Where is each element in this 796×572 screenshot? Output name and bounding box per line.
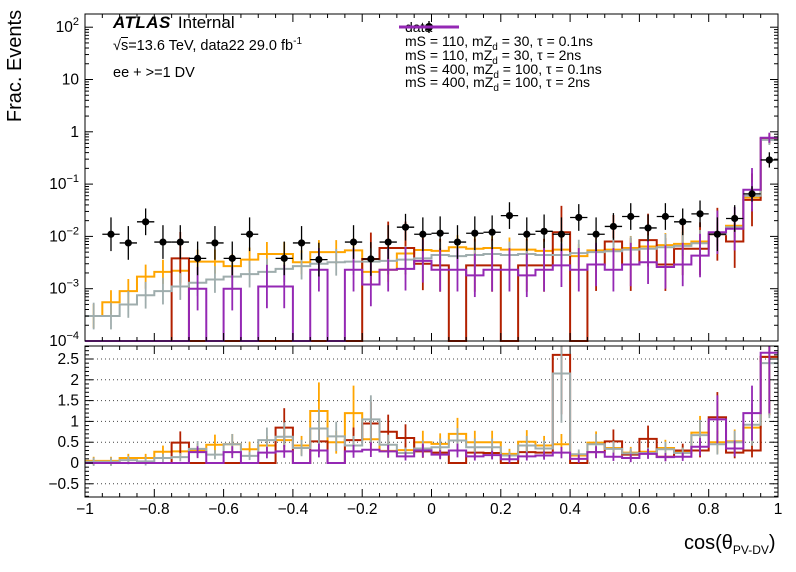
data-point: [748, 190, 756, 198]
legend-item-s400-100-01ns: mS = 400, mZd = 100, τ = 0.1ns: [397, 25, 602, 81]
ratio-hist-s110-30-01ns: [85, 355, 778, 462]
data-point: [523, 230, 531, 238]
legend-label: mS = 400, mZd = 100, τ = 0.1ns: [405, 60, 602, 81]
data-point: [540, 227, 548, 235]
data-point: [419, 230, 427, 238]
ratio-hist-s400-100-2ns: [85, 351, 778, 464]
data-point: [609, 222, 618, 231]
legend-label: mS = 110, mZd = 30, τ = 0.1ns: [405, 33, 593, 54]
data-point: [661, 212, 669, 221]
channel-label: ee + >=1 DV: [113, 65, 195, 81]
x-tick-label: 0.2: [490, 501, 512, 518]
data-point: [765, 156, 773, 164]
main-y-tick-label: 10−2: [49, 225, 79, 245]
data-point: [124, 239, 132, 247]
x-tick-label: 0.4: [559, 501, 581, 518]
ratio-y-tick-label: −0.5: [48, 476, 79, 493]
main-y-tick-label: 10−3: [49, 278, 79, 298]
legend-item-s110-30-01ns: mS = 110, mZd = 30, τ = 0.1ns: [397, 25, 602, 53]
data-point: [644, 224, 652, 232]
main-y-tick-label: 1: [70, 124, 79, 141]
data-point: [176, 238, 184, 246]
data-point: [505, 211, 514, 220]
data-point: [142, 218, 150, 226]
ratio-y-tick-label: 0: [70, 455, 79, 472]
legend-label: mS = 400, mZd = 100, τ = 2ns: [405, 74, 591, 95]
ratio-y-tick-label: 2.5: [57, 351, 79, 368]
x-axis-title: cos(θPV-DV): [684, 532, 776, 557]
x-tick-label: −0.4: [278, 501, 309, 518]
data-point: [713, 230, 721, 238]
main-y-tick-label: 102: [56, 16, 79, 36]
data-point: [575, 213, 583, 222]
hist-s400-100-2ns: [85, 136, 778, 342]
main-y-tick-label: 10−4: [49, 330, 79, 350]
line-sample: [399, 25, 459, 29]
data-point: [401, 223, 410, 231]
data-point: [315, 256, 323, 264]
data-point: [367, 255, 375, 263]
data-point: [488, 228, 496, 236]
plot-header: ATLAS Internal √s=13.6 TeV, data22 29.0 f…: [113, 13, 302, 81]
x-tick-label: 1: [774, 501, 783, 518]
data-point: [349, 238, 358, 246]
data-point: [731, 214, 739, 223]
x-tick-label: −0.8: [139, 501, 170, 518]
legend-item-s400-100-2ns: mS = 400, mZd = 100, τ = 2ns: [397, 25, 602, 95]
data-point: [194, 254, 202, 262]
main-y-tick-label: 10: [62, 72, 80, 89]
x-tick-label: 0: [427, 501, 436, 518]
data-point: [384, 238, 392, 246]
data-point: [280, 254, 288, 262]
main-y-tick-label: 10−1: [49, 173, 79, 193]
data-point: [245, 230, 254, 238]
x-tick-label: 0.6: [629, 501, 651, 518]
lumi-label: √s=13.6 TeV, data22 29.0 fb-1: [113, 36, 303, 54]
ratio-frame: [84, 345, 779, 498]
x-tick-label: −0.2: [347, 501, 378, 518]
ratio-y-tick-label: 1.5: [57, 393, 79, 410]
atlas-label: ATLAS: [113, 13, 171, 32]
data-point: [297, 239, 306, 247]
hist-s400-100-01ns: [85, 138, 778, 318]
x-tick-label: −0.6: [208, 501, 239, 518]
data-point: [228, 254, 236, 262]
ratio-y-tick-label: 2: [70, 372, 79, 389]
data-point: [211, 239, 219, 247]
data-point: [436, 229, 444, 237]
data-point: [453, 238, 462, 246]
x-tick-label: 0.8: [698, 501, 720, 518]
data-point: [592, 230, 600, 238]
data-point: [627, 212, 635, 221]
y-axis-title: Frac. Events: [4, 9, 26, 123]
data-point: [471, 229, 479, 237]
ratio-y-tick-label: 0.5: [57, 434, 79, 451]
legend: data mS = 110, mZd = 30, τ = 0.1ns mS = 11…: [397, 19, 602, 95]
data-point: [107, 230, 115, 238]
data-point: [159, 238, 167, 246]
legend-label: mS = 110, mZd = 30, τ = 2ns: [405, 46, 582, 67]
data-point: [557, 230, 566, 238]
x-tick-label: −1: [76, 501, 94, 518]
data-point: [696, 210, 704, 218]
data-point: [679, 218, 687, 226]
ratio-y-tick-label: 1: [70, 413, 79, 430]
internal-label: Internal: [177, 13, 235, 32]
